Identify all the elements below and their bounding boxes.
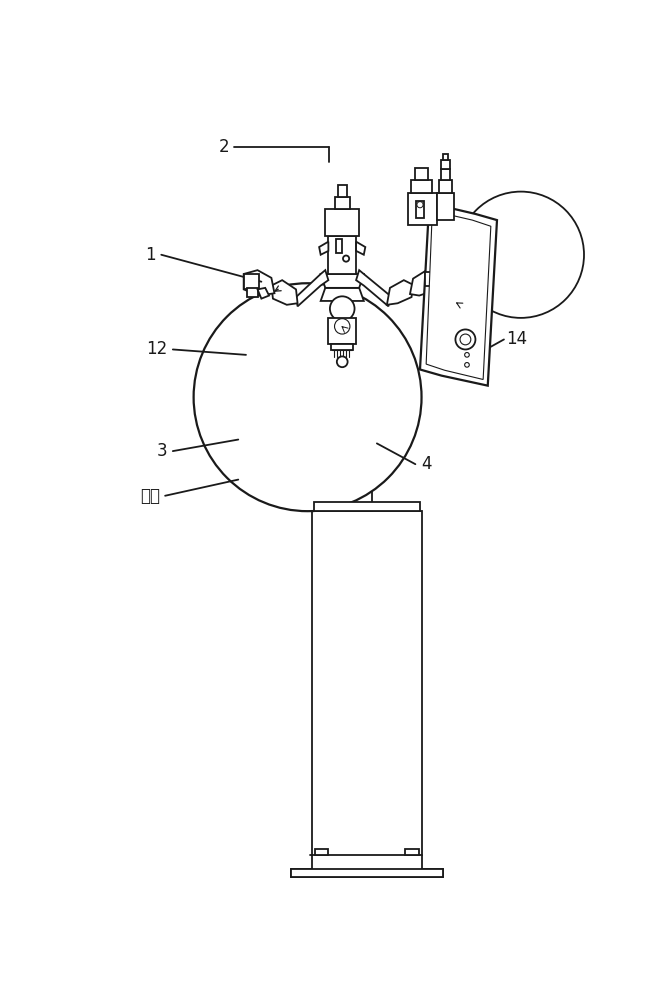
Text: 空罐: 空罐	[139, 487, 160, 505]
Bar	[414, 168, 428, 180]
Polygon shape	[258, 288, 269, 299]
Bar	[336, 239, 342, 253]
Bar	[410, 180, 432, 193]
Polygon shape	[356, 270, 390, 306]
Polygon shape	[356, 242, 366, 255]
Bar	[441, 160, 450, 169]
Bar	[314, 502, 420, 511]
Bar	[329, 235, 356, 274]
Bar	[315, 849, 329, 855]
Bar	[346, 343, 372, 511]
Bar	[416, 201, 424, 218]
Polygon shape	[272, 280, 297, 305]
Circle shape	[330, 296, 354, 321]
Polygon shape	[321, 288, 364, 301]
Text: 14: 14	[506, 330, 527, 348]
Bar	[441, 169, 450, 180]
Circle shape	[194, 283, 422, 511]
Polygon shape	[410, 271, 435, 296]
Circle shape	[457, 192, 584, 318]
Bar	[325, 209, 359, 235]
Circle shape	[337, 356, 348, 367]
Polygon shape	[296, 270, 329, 306]
Polygon shape	[426, 211, 491, 379]
Bar	[334, 197, 350, 209]
Text: 1: 1	[145, 246, 156, 264]
Polygon shape	[321, 274, 364, 288]
Bar	[247, 288, 258, 297]
Bar	[405, 849, 419, 855]
Text: 4: 4	[422, 455, 432, 473]
Circle shape	[455, 329, 475, 349]
Bar	[426, 272, 438, 286]
Polygon shape	[387, 280, 413, 305]
Polygon shape	[244, 270, 274, 296]
Polygon shape	[420, 203, 497, 386]
Bar	[443, 154, 448, 160]
Bar	[408, 193, 437, 225]
Text: 12: 12	[146, 340, 167, 358]
Text: 2: 2	[218, 138, 229, 156]
Bar	[338, 185, 347, 197]
Polygon shape	[319, 242, 329, 255]
Bar	[312, 511, 422, 855]
Text: 3: 3	[157, 442, 167, 460]
Bar	[244, 274, 259, 289]
Bar	[437, 193, 454, 220]
Polygon shape	[291, 869, 443, 877]
Bar	[440, 180, 451, 193]
Bar	[331, 344, 353, 350]
Bar	[329, 318, 356, 344]
